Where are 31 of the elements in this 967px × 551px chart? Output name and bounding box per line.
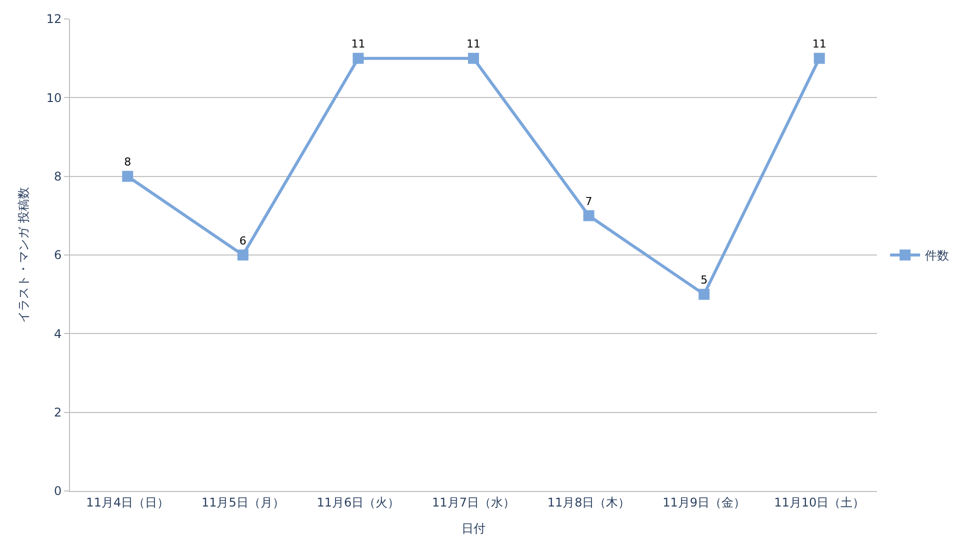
legend-label: 件数 [925,248,950,263]
x-tick-label: 11月10日（土） [774,495,865,510]
point [583,210,594,222]
y-tick-label: 12 [46,12,62,26]
data-label: 11 [466,38,480,51]
x-tick-label: 11月4日（日） [86,495,170,510]
data-label: 11 [812,38,826,51]
x-tick-label: 11月5日（月） [201,495,284,510]
data-label: 11 [351,38,366,51]
y-tick-label: 8 [54,170,62,184]
x-axis-title: 日付 [462,521,486,536]
y-tick-label: 4 [54,326,62,341]
y-tick-label: 10 [46,90,62,105]
point [237,250,248,260]
point [352,52,364,64]
x-tick-label: 11月9日（金） [662,495,746,510]
x-tick-label: 11月8日（木） [547,495,630,510]
point [814,52,825,64]
point [122,170,134,182]
y-tick-label: 2 [54,406,62,420]
y-tick-label: 0 [54,484,62,498]
y-tick-label: 6 [54,248,62,262]
x-tick-label: 11月7日（水） [432,495,515,510]
x-tick-label: 11月6日（火） [316,495,400,510]
y-axis-title: イラスト・マンガ 投稿数 [16,187,31,323]
data-label: 6 [239,234,246,248]
point [698,288,710,300]
point [468,52,479,64]
data-label: 8 [124,156,132,169]
data-label: 5 [700,274,708,287]
data-label: 7 [585,195,592,208]
